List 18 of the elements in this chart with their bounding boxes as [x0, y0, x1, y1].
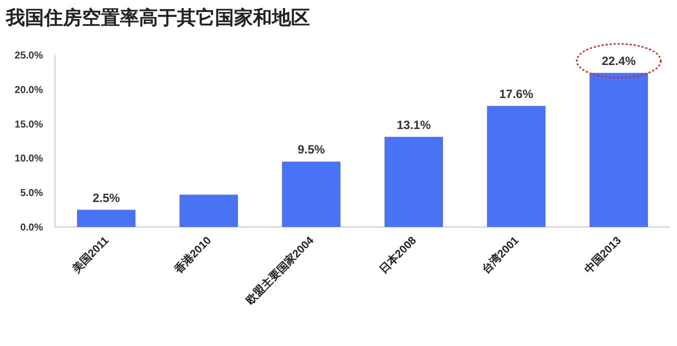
bar: [487, 106, 546, 227]
data-label: 17.6%: [499, 86, 534, 101]
bar: [180, 194, 238, 227]
y-tick-label: 20.0%: [14, 84, 44, 96]
data-label: 9.5%: [298, 142, 326, 157]
y-tick-label: 0.0%: [20, 222, 44, 234]
data-label: 22.4%: [602, 54, 636, 68]
bar: [384, 136, 443, 227]
bar: [282, 162, 340, 227]
bar: [77, 210, 136, 227]
y-tick-label: 10.0%: [14, 154, 44, 165]
y-tick-label: 5.0%: [20, 188, 44, 200]
data-label: 13.1%: [396, 118, 432, 132]
data-label: 2.5%: [92, 190, 120, 205]
chart-title: 我国住房空置率高于其它国家和地区: [5, 7, 310, 29]
y-tick-label: 15.0%: [14, 119, 44, 130]
bar: [590, 72, 648, 227]
y-tick-label: 25.0%: [14, 50, 44, 62]
